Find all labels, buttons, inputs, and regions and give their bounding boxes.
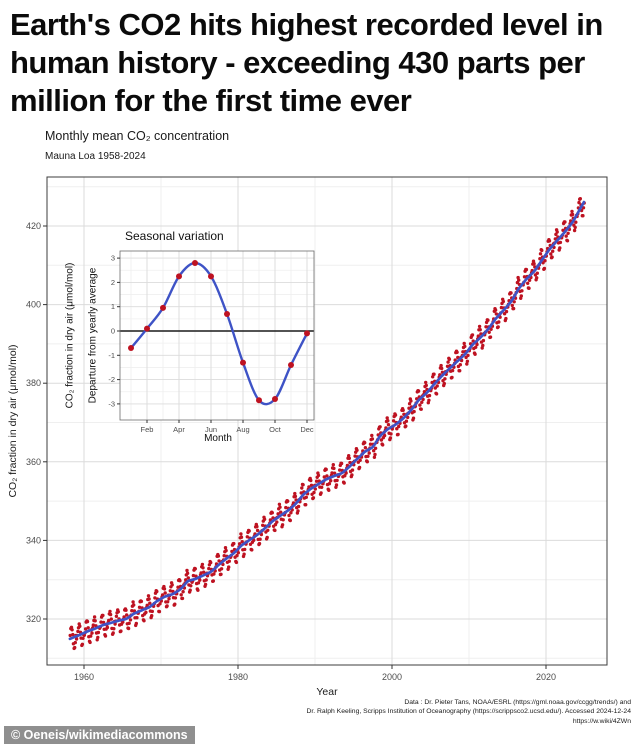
- chart-title: Monthly mean CO₂ concentration: [45, 129, 230, 143]
- main-panel-bg: [47, 177, 607, 665]
- svg-text:Apr: Apr: [173, 425, 185, 434]
- svg-text:360: 360: [26, 457, 41, 467]
- svg-text:Dec: Dec: [300, 425, 314, 434]
- svg-text:-3: -3: [108, 399, 115, 408]
- attribution-line-3: https://w.wiki/4ZWn: [572, 717, 631, 725]
- trend-line: [68, 200, 586, 641]
- inset-axis-ticks: [117, 257, 308, 423]
- svg-text:320: 320: [26, 614, 41, 624]
- svg-text:2: 2: [111, 278, 115, 287]
- svg-text:Feb: Feb: [141, 425, 154, 434]
- svg-text:-1: -1: [108, 351, 115, 360]
- main-panel-border: [46, 176, 608, 666]
- svg-text:-2: -2: [108, 375, 115, 384]
- inset-month-points: [128, 259, 310, 404]
- headline-line-2: human history - exceeding 430 parts per: [10, 45, 585, 80]
- attribution-line-1: Data : Dr. Pieter Tans, NOAA/ESRL (https…: [404, 699, 631, 706]
- svg-text:420: 420: [26, 221, 41, 231]
- svg-text:1: 1: [111, 302, 115, 311]
- data-attribution: Data : Dr. Pieter Tans, NOAA/ESRL (https…: [211, 698, 631, 726]
- inset-y-axis-label-line2: Departure from yearly average: [87, 267, 99, 404]
- svg-text:340: 340: [26, 535, 41, 545]
- svg-text:380: 380: [26, 378, 41, 388]
- inset-y-axis-label-line1: CO₂ fraction in dry air (μmol/mol): [64, 262, 76, 409]
- svg-text:1980: 1980: [228, 672, 248, 682]
- inset-x-tick-labels: Feb Apr Jun Aug Oct Dec: [141, 425, 314, 434]
- headline-line-1: Earth's CO2 hits highest recorded level …: [10, 7, 603, 42]
- svg-text:3: 3: [111, 254, 115, 263]
- main-x-tick-labels: 1960 1980 2000 2020: [74, 672, 556, 682]
- inset-grid-minor: [120, 251, 314, 420]
- svg-text:400: 400: [26, 300, 41, 310]
- attribution-line-2: Dr. Ralph Keeling, Scripps Institution o…: [306, 708, 631, 716]
- main-y-tick-labels: 320 340 360 380 400 420: [26, 221, 41, 624]
- svg-text:2020: 2020: [536, 672, 556, 682]
- x-axis-label: Year: [316, 686, 338, 698]
- svg-text:Aug: Aug: [236, 425, 249, 434]
- watermark-credit: © Oeneis/wikimediacommons: [4, 726, 195, 744]
- svg-text:1960: 1960: [74, 672, 94, 682]
- headline: Earth's CO2 hits highest recorded level …: [10, 6, 628, 120]
- inset-grid-major: [120, 251, 314, 420]
- svg-text:0: 0: [111, 327, 115, 336]
- svg-text:Jun: Jun: [205, 425, 217, 434]
- y-axis-label: CO₂ fraction in dry air (μmol/mol): [7, 344, 19, 498]
- headline-line-3: million for the first time ever: [10, 83, 412, 118]
- svg-text:2000: 2000: [382, 672, 402, 682]
- main-axis-ticks: [43, 225, 547, 669]
- inset-title: Seasonal variation: [125, 229, 224, 243]
- inset-y-tick-labels: 3 2 1 0 -1 -2 -3: [108, 254, 115, 409]
- svg-text:Oct: Oct: [269, 425, 282, 434]
- chart-subtitle: Mauna Loa 1958-2024: [45, 151, 146, 162]
- inset-panel-border: [119, 250, 315, 421]
- inset-panel-bg: [120, 251, 314, 420]
- inset-x-axis-label: Month: [204, 433, 232, 444]
